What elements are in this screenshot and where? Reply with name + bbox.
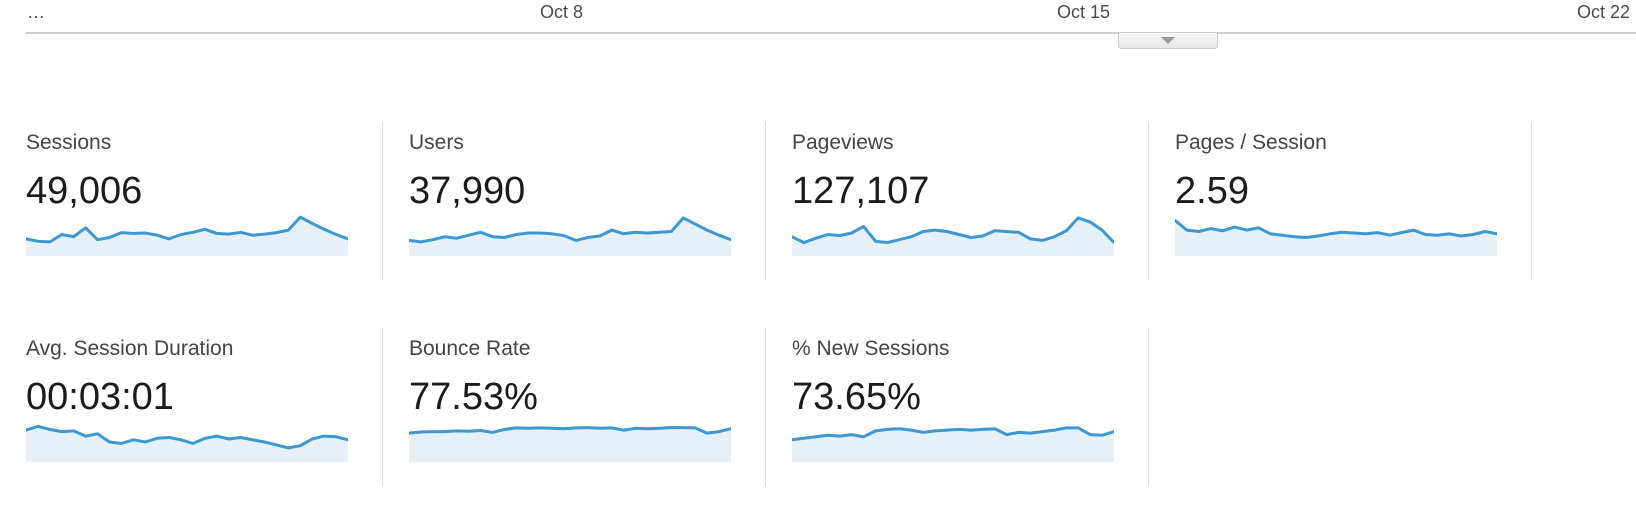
collapse-chart-button[interactable]: [1118, 33, 1218, 49]
metric-label: Users: [409, 131, 464, 154]
metric-value: 127,107: [792, 170, 930, 212]
axis-tick-oct8: Oct 8: [540, 2, 584, 22]
metric-value: 37,990: [409, 170, 526, 212]
metric-label: Avg. Session Duration: [26, 337, 234, 360]
sessions-sparkline[interactable]: [26, 214, 348, 256]
axis-tick-oct15: Oct 15: [1057, 2, 1111, 22]
metric-value: 73.65%: [792, 376, 921, 418]
new-sessions-sparkline[interactable]: [792, 420, 1114, 462]
empty-metric-cell: [1149, 328, 1532, 486]
metric-card-pages-per-session[interactable]: Pages / Session 2.59: [1149, 122, 1532, 280]
axis-tick-oct22: Oct 22: [1577, 2, 1631, 22]
bounce-rate-sparkline[interactable]: [409, 420, 731, 462]
metric-card-bounce-rate[interactable]: Bounce Rate 77.53%: [383, 328, 766, 486]
metric-label: Pageviews: [792, 131, 894, 154]
metrics-row-2: Avg. Session Duration 00:03:01 Bounce Ra…: [0, 328, 1532, 486]
avg-session-duration-sparkline[interactable]: [26, 420, 348, 462]
axis-baseline: [26, 32, 1636, 34]
metric-card-users[interactable]: Users 37,990: [383, 122, 766, 280]
metric-label: Pages / Session: [1175, 131, 1327, 154]
metric-card-new-sessions[interactable]: % New Sessions 73.65%: [766, 328, 1149, 486]
chevron-down-icon: [1161, 37, 1175, 44]
metric-label: Sessions: [26, 131, 112, 154]
metrics-row-1: Sessions 49,006 Users 37,990 Pageviews 1…: [0, 122, 1532, 280]
metric-value: 49,006: [26, 170, 143, 212]
metric-label: % New Sessions: [792, 337, 950, 360]
axis-tick-truncated: …: [27, 2, 45, 22]
metric-card-sessions[interactable]: Sessions 49,006: [0, 122, 383, 280]
pageviews-sparkline[interactable]: [792, 214, 1114, 256]
pages-per-session-sparkline[interactable]: [1175, 214, 1497, 256]
metric-card-pageviews[interactable]: Pageviews 127,107: [766, 122, 1149, 280]
metric-value: 00:03:01: [26, 376, 174, 418]
users-sparkline[interactable]: [409, 214, 731, 256]
metric-value: 77.53%: [409, 376, 538, 418]
metric-value: 2.59: [1175, 170, 1249, 212]
metric-card-avg-session-duration[interactable]: Avg. Session Duration 00:03:01: [0, 328, 383, 486]
metric-label: Bounce Rate: [409, 337, 531, 360]
